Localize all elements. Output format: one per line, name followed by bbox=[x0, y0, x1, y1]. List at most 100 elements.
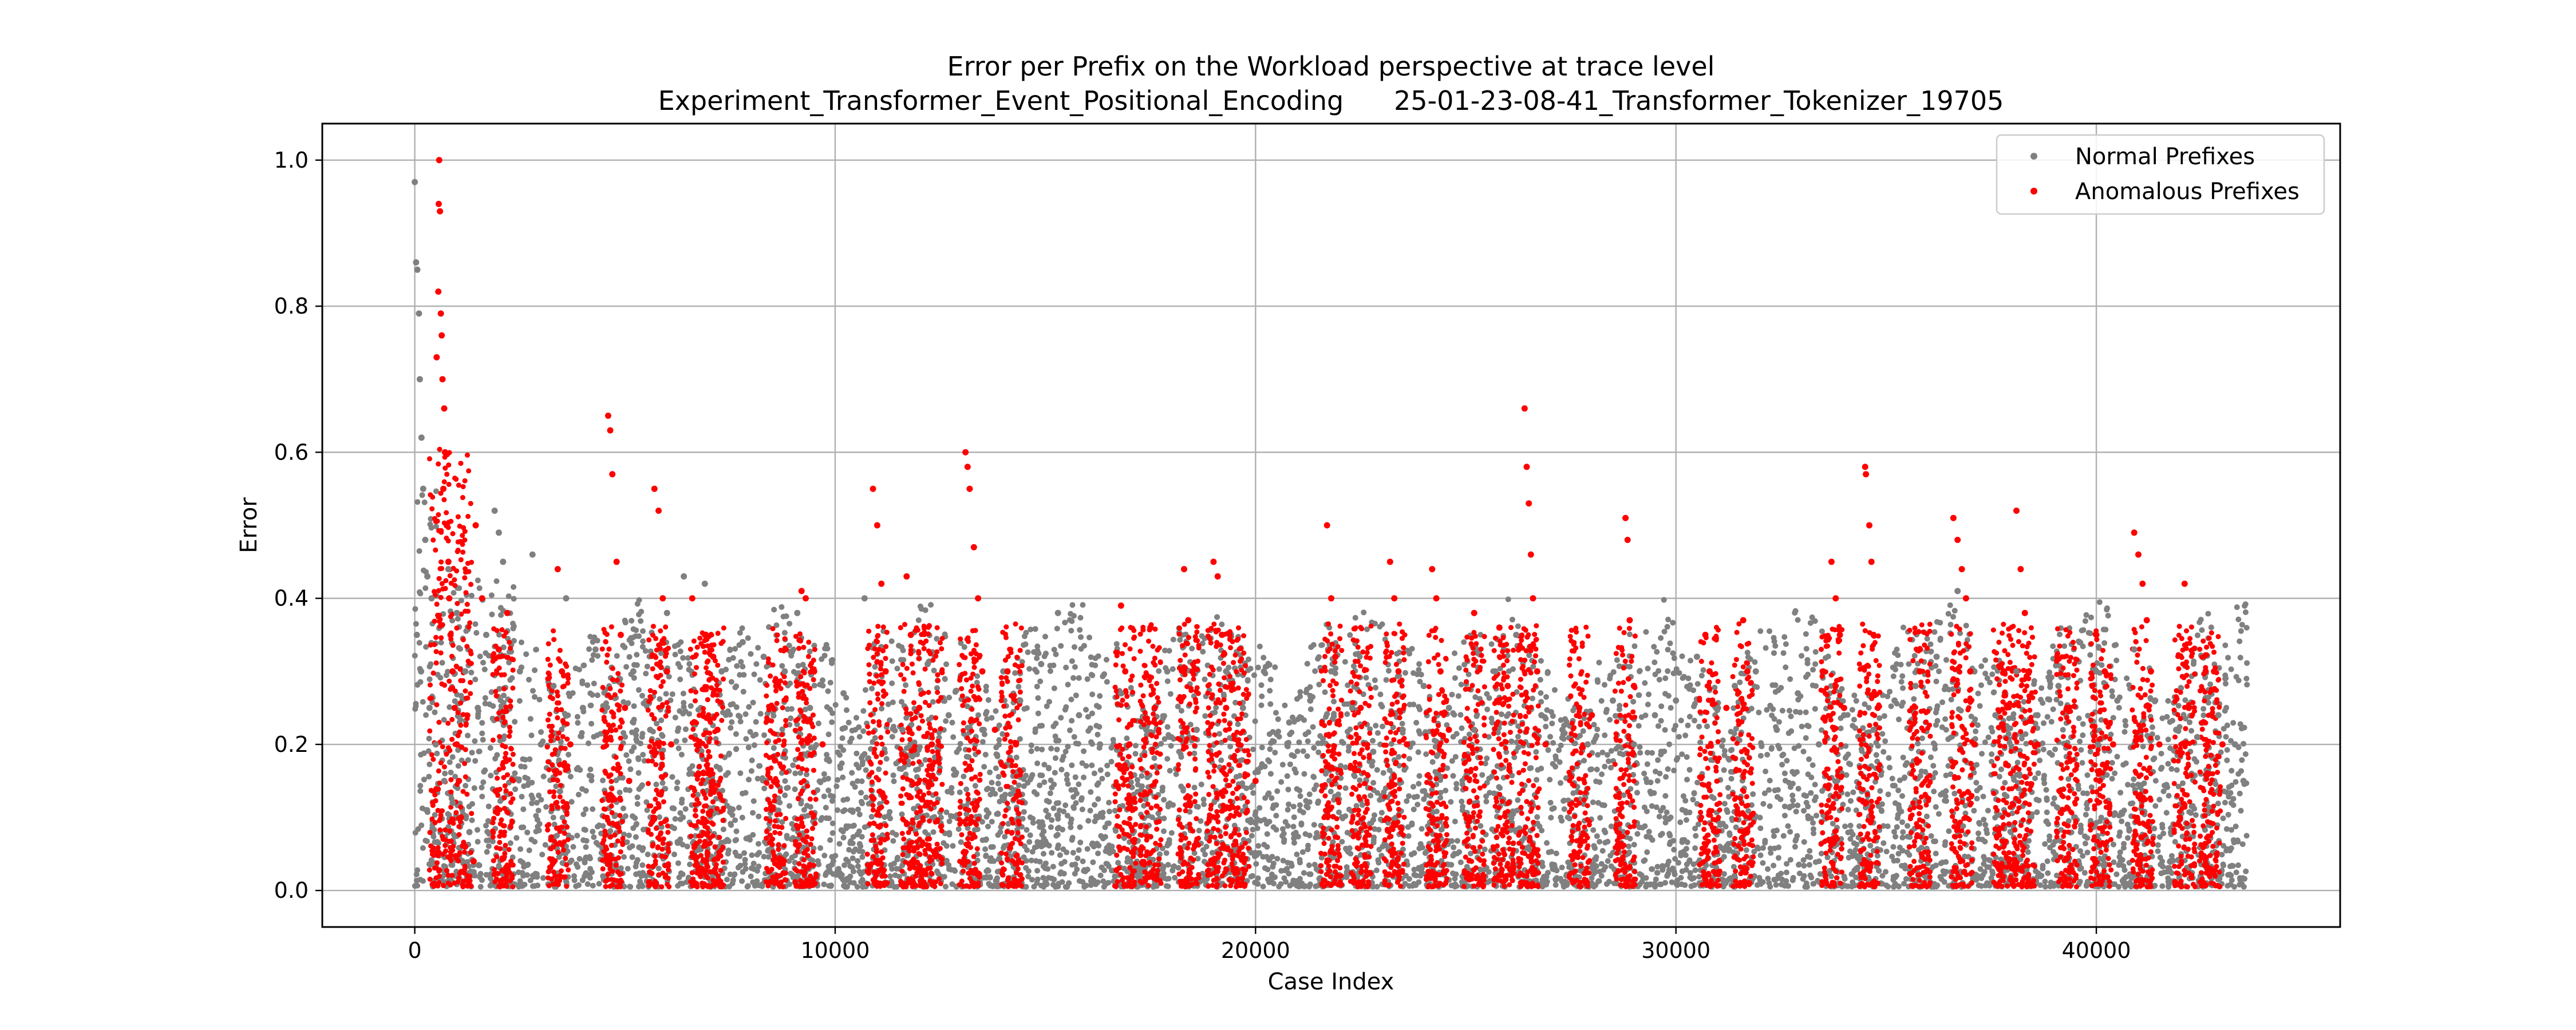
anomalous-prefix-point bbox=[2021, 609, 2028, 616]
anomalous-prefix-point bbox=[1589, 712, 1595, 719]
normal-prefix-point bbox=[1559, 726, 1566, 733]
anomalous-prefix-point bbox=[1147, 624, 1154, 631]
anomalous-prefix-point bbox=[979, 668, 986, 675]
normal-prefix-point bbox=[495, 529, 502, 536]
anomalous-prefix-point bbox=[435, 200, 442, 207]
normal-prefix-point bbox=[563, 595, 570, 602]
anomalous-prefix-point bbox=[1496, 624, 1503, 631]
anomalous-prefix-point bbox=[1630, 683, 1637, 690]
normal-prefix-point bbox=[739, 639, 746, 645]
anomalous-prefix-point bbox=[1626, 617, 1633, 624]
anomalous-prefix-point bbox=[1185, 617, 1192, 624]
normal-prefix-point bbox=[1399, 726, 1406, 733]
anomalous-prefix-point bbox=[1328, 595, 1334, 602]
anomalous-prefix-point bbox=[617, 632, 624, 638]
normal-prefix-point bbox=[1349, 704, 1356, 711]
anomalous-prefix-point bbox=[651, 485, 658, 492]
normal-prefix-point bbox=[2215, 712, 2222, 719]
x-tick-label: 10000 bbox=[800, 938, 870, 963]
normal-prefix-point bbox=[718, 668, 725, 675]
normal-prefix-point bbox=[630, 668, 637, 675]
anomalous-prefix-point bbox=[970, 544, 977, 550]
anomalous-prefix-point bbox=[1967, 668, 1974, 675]
normal-prefix-point bbox=[1286, 719, 1293, 726]
anomalous-prefix-point bbox=[1122, 668, 1129, 675]
normal-prefix-point bbox=[1223, 668, 1230, 675]
anomalous-prefix-point bbox=[2131, 529, 2138, 536]
normal-prefix-point bbox=[1673, 697, 1680, 704]
anomalous-prefix-point bbox=[2202, 668, 2209, 675]
anomalous-prefix-point bbox=[441, 405, 448, 412]
normal-prefix-point bbox=[538, 741, 544, 748]
normal-prefix-point bbox=[794, 609, 801, 616]
normal-prefix-point bbox=[1492, 668, 1499, 675]
legend-box bbox=[1996, 134, 2325, 215]
anomalous-prefix-point bbox=[559, 668, 566, 675]
anomalous-prefix-point bbox=[1445, 726, 1452, 733]
normal-prefix-point bbox=[1610, 697, 1616, 704]
normal-prefix-point bbox=[899, 726, 906, 733]
normal-prefix-point bbox=[550, 683, 557, 690]
x-tick-label: 20000 bbox=[1221, 938, 1290, 963]
normal-prefix-point bbox=[1714, 704, 1721, 711]
normal-prefix-point bbox=[2173, 726, 2180, 733]
anomalous-prefix-point bbox=[870, 485, 876, 492]
anomalous-prefix-point bbox=[1530, 595, 1536, 602]
anomalous-prefix-point bbox=[451, 704, 458, 711]
anomalous-prefix-point bbox=[1840, 704, 1847, 711]
anomalous-prefix-point bbox=[1252, 778, 1259, 785]
normal-prefix-point bbox=[2093, 668, 2100, 675]
normal-prefix-point bbox=[453, 609, 460, 616]
normal-prefix-point bbox=[1097, 741, 1104, 748]
normal-prefix-point bbox=[2194, 734, 2200, 740]
anomalous-prefix-point bbox=[1534, 668, 1540, 675]
anomalous-prefix-point bbox=[1181, 566, 1187, 573]
normal-prefix-point bbox=[418, 434, 425, 441]
normal-prefix-point bbox=[1652, 712, 1658, 719]
anomalous-prefix-point bbox=[1958, 566, 1965, 573]
normal-prefix-point bbox=[1328, 668, 1334, 675]
legend-marker-anomalous bbox=[2030, 188, 2037, 195]
anomalous-prefix-point bbox=[1210, 558, 1217, 565]
normal-prefix-point bbox=[441, 778, 448, 785]
normal-prefix-point bbox=[428, 595, 435, 602]
normal-prefix-point bbox=[663, 609, 670, 616]
anomalous-prefix-point bbox=[1702, 632, 1709, 638]
anomalous-prefix-point bbox=[714, 726, 721, 733]
anomalous-prefix-point bbox=[1332, 653, 1339, 660]
anomalous-prefix-point bbox=[2135, 551, 2142, 558]
normal-prefix-point bbox=[647, 726, 654, 733]
normal-prefix-point bbox=[475, 704, 481, 711]
normal-prefix-point bbox=[979, 726, 986, 733]
anomalous-prefix-point bbox=[1386, 558, 1393, 565]
normal-prefix-point bbox=[807, 704, 813, 711]
anomalous-prefix-point bbox=[1429, 566, 1436, 573]
anomalous-prefix-point bbox=[1624, 537, 1631, 543]
anomalous-prefix-point bbox=[495, 646, 502, 653]
x-axis-label: Case Index bbox=[1268, 969, 1394, 995]
anomalous-prefix-point bbox=[710, 653, 717, 660]
normal-prefix-point bbox=[1912, 683, 1919, 690]
anomalous-prefix-point bbox=[1526, 500, 1532, 507]
anomalous-prefix-point bbox=[2109, 741, 2116, 748]
normal-prefix-point bbox=[1420, 683, 1427, 690]
normal-prefix-point bbox=[924, 661, 931, 667]
chart-title: Error per Prefix on the Workload perspec… bbox=[947, 51, 1715, 82]
anomalous-prefix-point bbox=[1504, 683, 1511, 690]
series-anomalous-prefixes bbox=[433, 157, 2226, 865]
anomalous-prefix-point bbox=[2219, 741, 2226, 748]
anomalous-prefix-cloud-path bbox=[426, 446, 2223, 890]
normal-prefix-point bbox=[1307, 697, 1314, 704]
anomalous-prefix-point bbox=[622, 704, 629, 711]
anomalous-prefix-point bbox=[1874, 704, 1881, 711]
chart-subtitle: Experiment_Transformer_Event_Positional_… bbox=[658, 85, 2004, 116]
anomalous-prefix-point bbox=[1437, 668, 1444, 675]
anomalous-prefix-point bbox=[1523, 464, 1530, 470]
anomalous-prefix-point bbox=[798, 588, 805, 595]
normal-prefix-point bbox=[1630, 741, 1637, 748]
anomalous-prefix-point bbox=[659, 595, 666, 602]
anomalous-prefix-point bbox=[1214, 573, 1221, 580]
x-tick-label: 40000 bbox=[2062, 938, 2131, 963]
anomalous-prefix-point bbox=[1740, 617, 1747, 624]
normal-prefix-point bbox=[500, 558, 507, 565]
